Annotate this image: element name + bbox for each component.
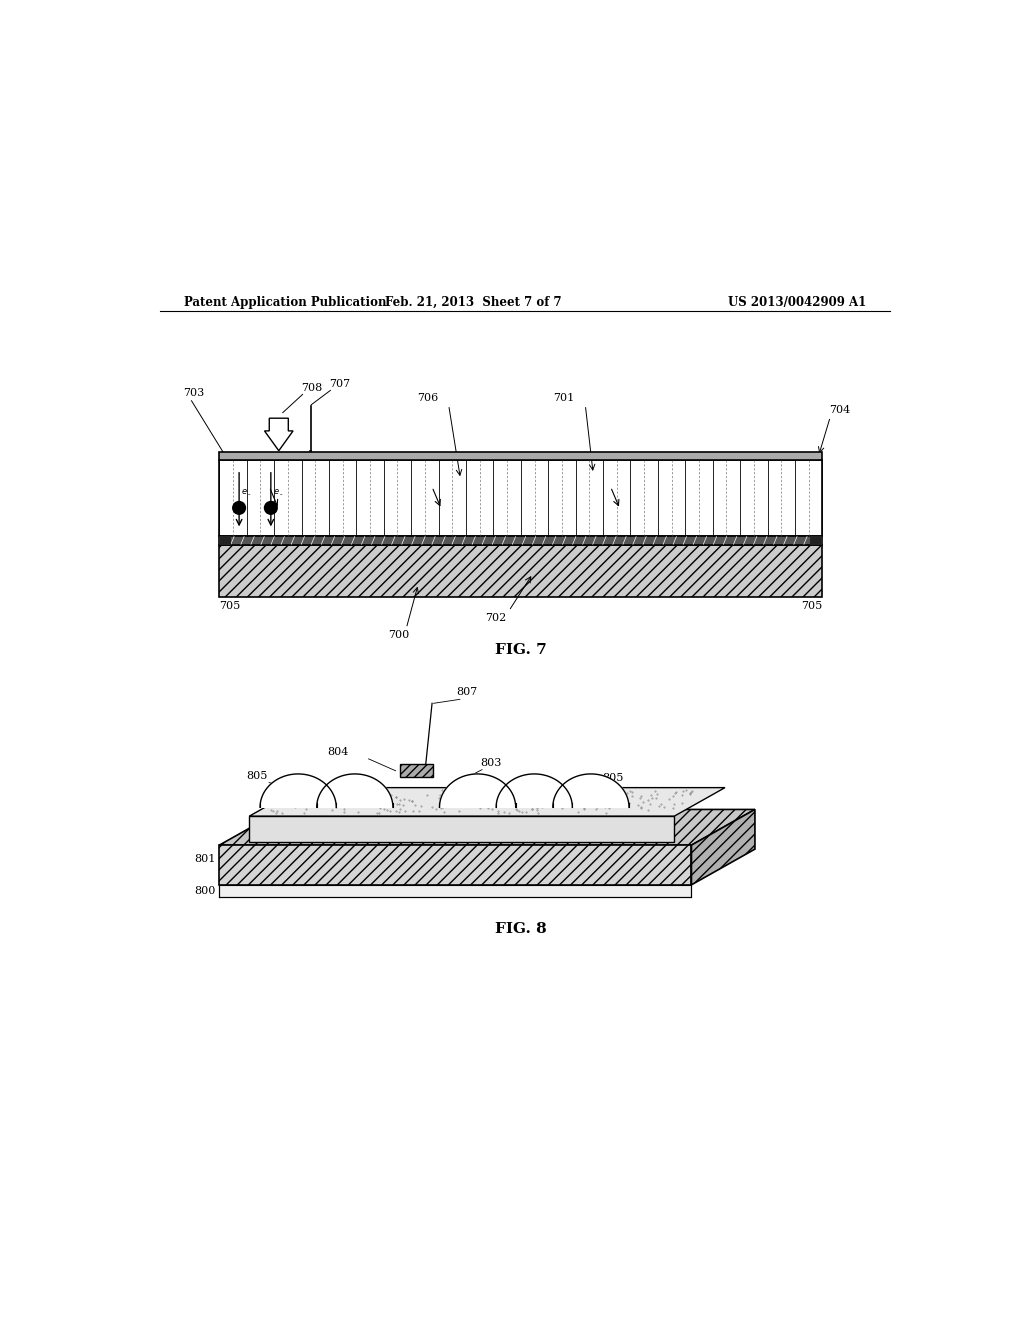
Polygon shape [249, 816, 674, 842]
Polygon shape [260, 774, 336, 808]
Text: 700: 700 [388, 630, 410, 640]
Text: 804: 804 [328, 747, 349, 758]
Polygon shape [219, 845, 691, 884]
Polygon shape [316, 774, 393, 808]
Text: e: e [242, 487, 247, 496]
Text: 801: 801 [194, 854, 215, 863]
Text: FIG. 7: FIG. 7 [495, 643, 547, 657]
Polygon shape [219, 809, 755, 845]
Text: 707: 707 [329, 379, 350, 389]
Text: 705: 705 [801, 601, 822, 611]
Text: 807: 807 [456, 686, 477, 697]
Bar [219, 545, 822, 597]
Text: FIG. 8: FIG. 8 [495, 923, 547, 936]
Text: 803: 803 [480, 758, 502, 768]
Text: 705: 705 [219, 601, 241, 611]
Circle shape [264, 502, 278, 515]
Polygon shape [439, 774, 516, 808]
Bar [219, 536, 231, 545]
Polygon shape [553, 774, 629, 808]
Text: 802: 802 [655, 789, 677, 800]
Text: 706: 706 [417, 393, 438, 403]
Circle shape [232, 502, 246, 515]
Text: Feb. 21, 2013  Sheet 7 of 7: Feb. 21, 2013 Sheet 7 of 7 [385, 296, 561, 309]
Text: 702: 702 [484, 612, 506, 623]
Text: Patent Application Publication: Patent Application Publication [183, 296, 386, 309]
Polygon shape [497, 774, 572, 808]
Bar [219, 536, 822, 545]
Text: 708: 708 [301, 383, 323, 393]
Bar [811, 536, 822, 545]
Text: 703: 703 [183, 388, 205, 399]
Polygon shape [691, 809, 755, 884]
Polygon shape [264, 418, 293, 450]
Bar [219, 453, 822, 461]
Polygon shape [249, 788, 725, 816]
Text: 704: 704 [828, 405, 850, 414]
Text: -: - [248, 491, 250, 496]
Polygon shape [219, 884, 691, 896]
Text: e: e [273, 487, 279, 496]
Text: 800: 800 [194, 886, 215, 896]
Text: US 2013/0042909 A1: US 2013/0042909 A1 [728, 296, 866, 309]
Bar [399, 764, 433, 777]
Text: -: - [280, 491, 282, 496]
Text: 805: 805 [602, 772, 624, 783]
Text: 805: 805 [246, 771, 267, 781]
Bar [219, 461, 822, 536]
Text: 701: 701 [554, 393, 574, 403]
